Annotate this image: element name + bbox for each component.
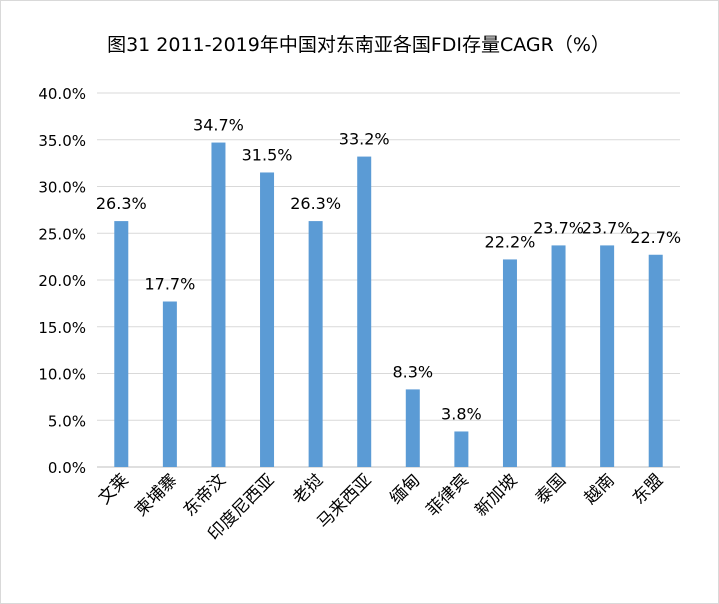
data-label: 31.5% [242, 145, 293, 164]
y-tick-label: 35.0% [38, 132, 86, 150]
x-tick-label: 新加坡 [471, 470, 521, 520]
bar [648, 254, 663, 467]
data-label: 3.8% [441, 404, 482, 423]
bar [211, 142, 226, 467]
y-tick-label: 40.0% [38, 85, 86, 103]
chart-title: 图31 2011-2019年中国对东南亚各国FDI存量CAGR（%） [107, 34, 610, 56]
data-label: 26.3% [290, 194, 341, 213]
data-label: 17.7% [144, 275, 195, 294]
bar [260, 172, 275, 467]
y-tick-label: 5.0% [48, 412, 86, 430]
x-tick-label: 文莱 [95, 470, 133, 508]
x-tick-label: 柬埔寨 [131, 470, 181, 520]
y-tick-label: 25.0% [38, 225, 86, 243]
y-tick-label: 0.0% [48, 459, 86, 477]
bar [405, 389, 420, 467]
x-tick-label: 泰国 [532, 470, 570, 508]
bar [502, 259, 517, 467]
y-tick-label: 15.0% [38, 319, 86, 337]
data-label: 33.2% [339, 130, 390, 149]
bar [162, 301, 177, 467]
data-label: 22.7% [630, 228, 681, 247]
data-label: 26.3% [96, 194, 147, 213]
data-label: 34.7% [193, 116, 244, 135]
x-tick-label: 缅甸 [386, 470, 424, 508]
data-label: 23.7% [533, 218, 584, 237]
x-tick-label: 东盟 [629, 470, 667, 508]
bar [357, 156, 372, 467]
data-label: 8.3% [392, 362, 433, 381]
data-label: 23.7% [582, 218, 633, 237]
bar [454, 431, 469, 467]
bar [114, 221, 129, 467]
y-tick-label: 20.0% [38, 272, 86, 290]
bar [308, 221, 323, 467]
y-tick-label: 30.0% [38, 179, 86, 197]
y-tick-label: 10.0% [38, 366, 86, 384]
bar [551, 245, 566, 467]
x-tick-label: 菲律宾 [423, 470, 473, 520]
x-tick-label: 老挝 [289, 470, 327, 508]
data-label: 22.2% [485, 232, 536, 251]
bar [600, 245, 615, 467]
x-tick-label: 越南 [580, 470, 618, 508]
x-tick-label: 马来西亚 [314, 470, 376, 532]
